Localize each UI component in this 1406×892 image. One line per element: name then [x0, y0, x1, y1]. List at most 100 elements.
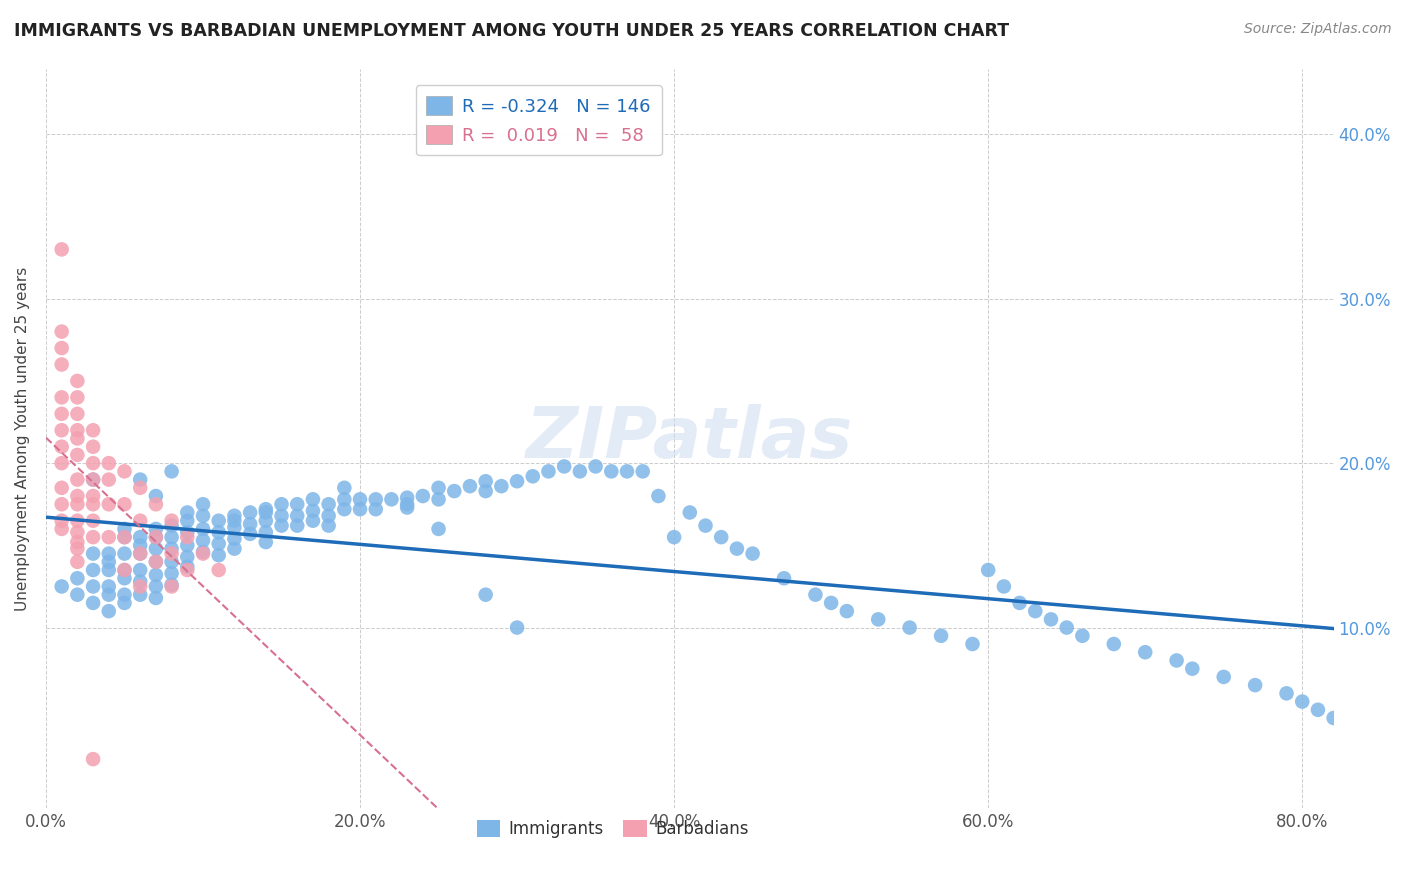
Point [616, 464, 638, 478]
Point [97, 604, 120, 618]
Point [506, 621, 529, 635]
Point [66, 514, 89, 528]
Point [1181, 662, 1204, 676]
Text: ZIPatlas: ZIPatlas [526, 404, 853, 473]
Point [1291, 695, 1313, 709]
Point [97, 456, 120, 470]
Point [145, 530, 167, 544]
Point [66, 525, 89, 540]
Point [129, 579, 152, 593]
Point [66, 374, 89, 388]
Point [285, 497, 308, 511]
Point [160, 578, 183, 592]
Point [82, 752, 104, 766]
Point [176, 506, 198, 520]
Point [51, 341, 73, 355]
Point [114, 497, 136, 511]
Point [160, 566, 183, 581]
Point [51, 497, 73, 511]
Point [114, 464, 136, 478]
Point [82, 563, 104, 577]
Point [1135, 645, 1157, 659]
Point [302, 504, 325, 518]
Point [66, 390, 89, 404]
Point [160, 555, 183, 569]
Point [129, 547, 152, 561]
Point [270, 518, 292, 533]
Point [679, 506, 702, 520]
Point [191, 545, 214, 559]
Point [51, 522, 73, 536]
Point [1323, 711, 1346, 725]
Point [145, 530, 167, 544]
Point [191, 522, 214, 536]
Point [380, 492, 402, 507]
Point [474, 588, 496, 602]
Point [129, 481, 152, 495]
Point [208, 537, 231, 551]
Point [66, 473, 89, 487]
Point [66, 588, 89, 602]
Point [51, 243, 73, 257]
Point [129, 574, 152, 589]
Point [224, 514, 246, 528]
Point [208, 514, 231, 528]
Point [254, 535, 277, 549]
Point [585, 459, 607, 474]
Y-axis label: Unemployment Among Youth under 25 years: Unemployment Among Youth under 25 years [15, 267, 30, 611]
Point [333, 481, 356, 495]
Point [51, 390, 73, 404]
Point [191, 547, 214, 561]
Point [82, 473, 104, 487]
Point [662, 530, 685, 544]
Point [129, 563, 152, 577]
Point [129, 538, 152, 552]
Point [82, 456, 104, 470]
Point [66, 489, 89, 503]
Point [333, 502, 356, 516]
Point [160, 547, 183, 561]
Point [114, 547, 136, 561]
Point [820, 596, 842, 610]
Point [474, 474, 496, 488]
Point [804, 588, 827, 602]
Point [145, 591, 167, 605]
Point [318, 518, 340, 533]
Point [427, 522, 450, 536]
Point [51, 456, 73, 470]
Point [835, 604, 858, 618]
Point [114, 588, 136, 602]
Point [191, 508, 214, 523]
Point [208, 548, 231, 562]
Point [97, 473, 120, 487]
Point [145, 555, 167, 569]
Point [66, 535, 89, 549]
Point [631, 464, 654, 478]
Point [160, 518, 183, 533]
Point [82, 423, 104, 437]
Point [1212, 670, 1234, 684]
Point [160, 514, 183, 528]
Point [51, 407, 73, 421]
Point [82, 579, 104, 593]
Point [176, 538, 198, 552]
Point [695, 518, 717, 533]
Point [191, 497, 214, 511]
Point [82, 530, 104, 544]
Point [553, 459, 575, 474]
Point [239, 526, 262, 541]
Point [97, 579, 120, 593]
Point [302, 492, 325, 507]
Point [51, 358, 73, 372]
Point [145, 568, 167, 582]
Point [725, 541, 748, 556]
Point [318, 508, 340, 523]
Point [145, 497, 167, 511]
Point [97, 588, 120, 602]
Point [82, 489, 104, 503]
Point [176, 559, 198, 574]
Point [491, 479, 513, 493]
Point [537, 464, 560, 478]
Point [51, 514, 73, 528]
Point [522, 469, 544, 483]
